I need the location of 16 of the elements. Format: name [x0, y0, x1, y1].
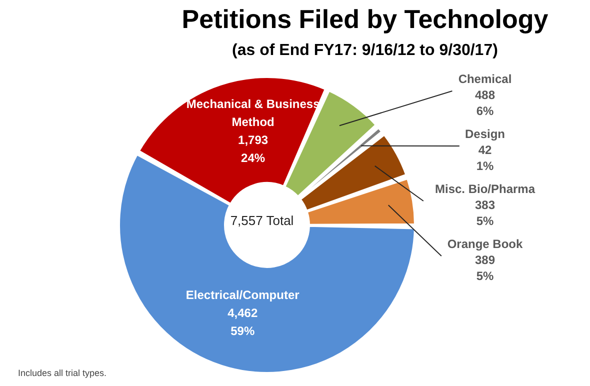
- data-label: 1,793 24%: [238, 132, 268, 165]
- text: Includes all trial types.: [18, 368, 107, 378]
- slice-label: Design: [464, 127, 506, 141]
- slice-label: Electrical/Computer: [186, 288, 300, 302]
- slice-label: Misc. Bio/Pharma: [434, 182, 536, 196]
- slice-label: Mechanical & Business Method: [186, 96, 320, 129]
- data-label: 383 5%: [474, 198, 496, 228]
- chart-title: Petitions Filed by Technology: [182, 4, 549, 34]
- data-label: 4,462 59%: [228, 306, 258, 338]
- slice-label: Orange Book: [447, 237, 523, 251]
- data-label: 488 6%: [474, 88, 496, 118]
- text: 7,557 Total: [230, 213, 294, 228]
- chart-subtitle: (as of End FY17: 9/16/12 to 9/30/17): [232, 42, 498, 59]
- data-label: 389 5%: [474, 253, 496, 283]
- data-label: 42 1%: [476, 143, 494, 173]
- slice-label: Chemical: [458, 72, 512, 86]
